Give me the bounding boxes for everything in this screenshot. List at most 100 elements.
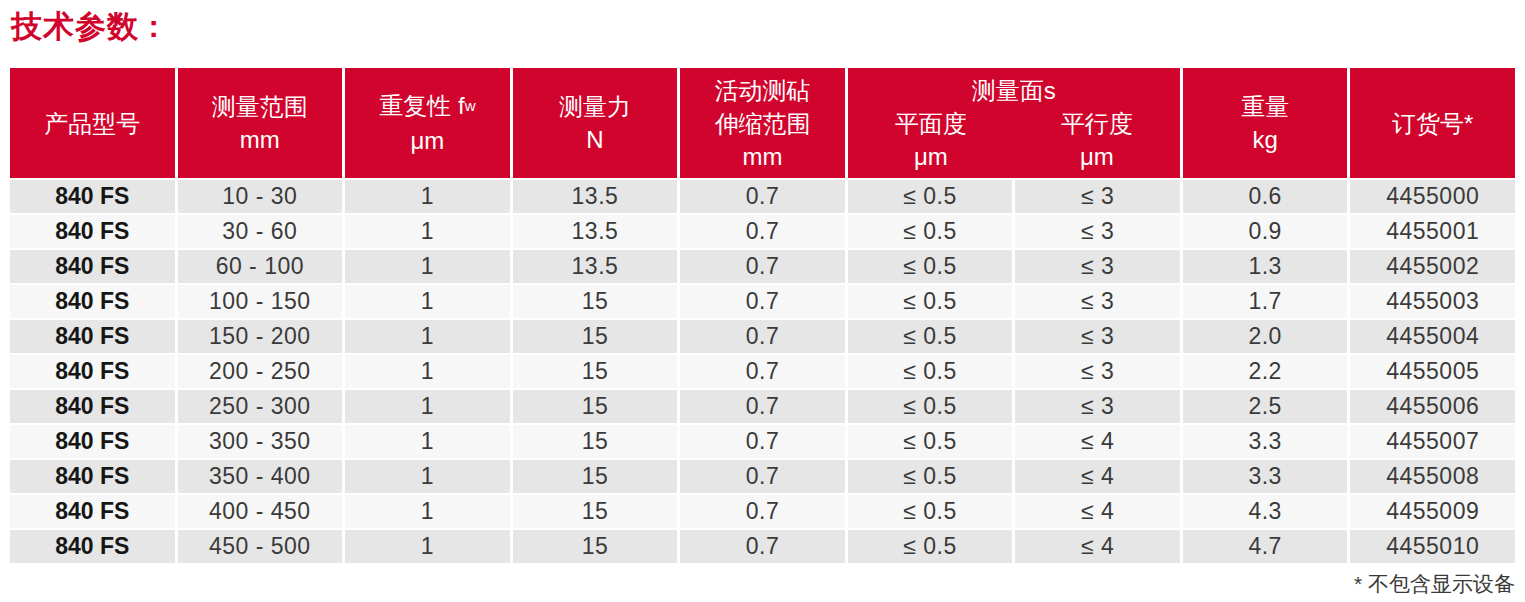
col-header-label: 伸缩范围 [714,107,810,140]
cell-parallelism: ≤ 3 [1015,180,1180,213]
cell-weight: 4.3 [1183,495,1348,528]
cell-weight: 2.2 [1183,355,1348,388]
cell-range: 450 - 500 [178,530,343,563]
cell-force: 15 [513,285,678,318]
footnote: * 不包含显示设备 [1354,570,1515,598]
subscript-w: w [465,89,476,124]
group-header-label: 测量面s [972,74,1056,107]
col-header-measuring-force: 测量力 N [513,68,678,178]
cell-anvil: 0.7 [680,425,845,458]
cell-range: 10 - 30 [178,180,343,213]
cell-repeatability: 1 [345,495,510,528]
cell-order-no: 4455005 [1350,355,1515,388]
cell-model: 840 FS [10,530,175,563]
cell-repeatability: 1 [345,180,510,213]
cell-range: 30 - 60 [178,215,343,248]
cell-order-no: 4455007 [1350,425,1515,458]
col-header-measuring-faces-group: 测量面s 平面度 平行度 μm μm [848,68,1180,178]
cell-parallelism: ≤ 3 [1015,355,1180,388]
sub-header-row: 平面度 平行度 [848,107,1180,140]
cell-anvil: 0.7 [680,530,845,563]
col-header-measuring-range: 测量范围 mm [178,68,343,178]
sub-header-unit-row: μm μm [848,140,1180,173]
col-header-unit: mm [240,123,280,156]
cell-force: 13.5 [513,215,678,248]
cell-flatness: ≤ 0.5 [848,285,1013,318]
col-header-anvil-range: 活动测砧 伸缩范围 mm [680,68,845,178]
cell-weight: 0.6 [1183,180,1348,213]
cell-model: 840 FS [10,285,175,318]
cell-weight: 2.0 [1183,320,1348,353]
cell-anvil: 0.7 [680,215,845,248]
cell-force: 15 [513,355,678,388]
cell-parallelism: ≤ 4 [1015,495,1180,528]
cell-range: 150 - 200 [178,320,343,353]
cell-force: 13.5 [513,250,678,283]
cell-weight: 0.9 [1183,215,1348,248]
cell-range: 60 - 100 [178,250,343,283]
cell-model: 840 FS [10,250,175,283]
cell-anvil: 0.7 [680,180,845,213]
col-header-label: 测量力 [559,90,631,123]
cell-weight: 2.5 [1183,390,1348,423]
col-header-label: 测量范围 [212,90,308,123]
col-header-unit: μm [410,124,444,157]
cell-anvil: 0.7 [680,285,845,318]
cell-anvil: 0.7 [680,390,845,423]
cell-range: 350 - 400 [178,460,343,493]
sub-header-parallelism: 平行度 [1014,107,1180,140]
cell-weight: 1.7 [1183,285,1348,318]
col-header-label: 重量 [1241,90,1289,123]
page-title: 技术参数 : [11,6,160,48]
col-header-label: 产品型号 [44,107,140,140]
cell-repeatability: 1 [345,320,510,353]
cell-force: 15 [513,320,678,353]
cell-order-no: 4455004 [1350,320,1515,353]
col-header-unit: kg [1252,123,1277,156]
cell-model: 840 FS [10,320,175,353]
cell-model: 840 FS [10,355,175,388]
cell-range: 200 - 250 [178,355,343,388]
cell-parallelism: ≤ 3 [1015,215,1180,248]
cell-flatness: ≤ 0.5 [848,180,1013,213]
cell-model: 840 FS [10,180,175,213]
cell-flatness: ≤ 0.5 [848,355,1013,388]
cell-order-no: 4455010 [1350,530,1515,563]
cell-anvil: 0.7 [680,250,845,283]
cell-flatness: ≤ 0.5 [848,250,1013,283]
cell-flatness: ≤ 0.5 [848,320,1013,353]
cell-model: 840 FS [10,495,175,528]
col-header-repeatability: 重复性 fw μm [345,68,510,178]
cell-parallelism: ≤ 3 [1015,320,1180,353]
cell-parallelism: ≤ 4 [1015,425,1180,458]
cell-repeatability: 1 [345,460,510,493]
col-header-label: 订货号* [1392,107,1473,140]
cell-force: 15 [513,390,678,423]
cell-weight: 3.3 [1183,460,1348,493]
cell-force: 15 [513,530,678,563]
cell-parallelism: ≤ 4 [1015,460,1180,493]
cell-order-no: 4455002 [1350,250,1515,283]
sub-header-flatness: 平面度 [848,107,1014,140]
sub-header-parallelism-unit: μm [1014,140,1180,173]
cell-model: 840 FS [10,425,175,458]
cell-weight: 4.7 [1183,530,1348,563]
cell-range: 250 - 300 [178,390,343,423]
cell-model: 840 FS [10,215,175,248]
cell-flatness: ≤ 0.5 [848,215,1013,248]
cell-force: 15 [513,425,678,458]
cell-anvil: 0.7 [680,460,845,493]
cell-repeatability: 1 [345,285,510,318]
col-header-order-no: 订货号* [1350,68,1515,178]
cell-repeatability: 1 [345,215,510,248]
col-header-label: 重复性 fw [379,89,475,124]
cell-range: 400 - 450 [178,495,343,528]
datasheet-page: 技术参数 : 产品型号 测量范围 mm 重复性 fw μm 测量力 N 活动测砧… [0,0,1525,602]
technical-parameters-table: 产品型号 测量范围 mm 重复性 fw μm 测量力 N 活动测砧 伸缩范围 m… [10,68,1515,563]
cell-range: 300 - 350 [178,425,343,458]
cell-repeatability: 1 [345,250,510,283]
col-header-label: 活动测砧 [714,74,810,107]
cell-weight: 3.3 [1183,425,1348,458]
cell-order-no: 4455001 [1350,215,1515,248]
cell-flatness: ≤ 0.5 [848,495,1013,528]
